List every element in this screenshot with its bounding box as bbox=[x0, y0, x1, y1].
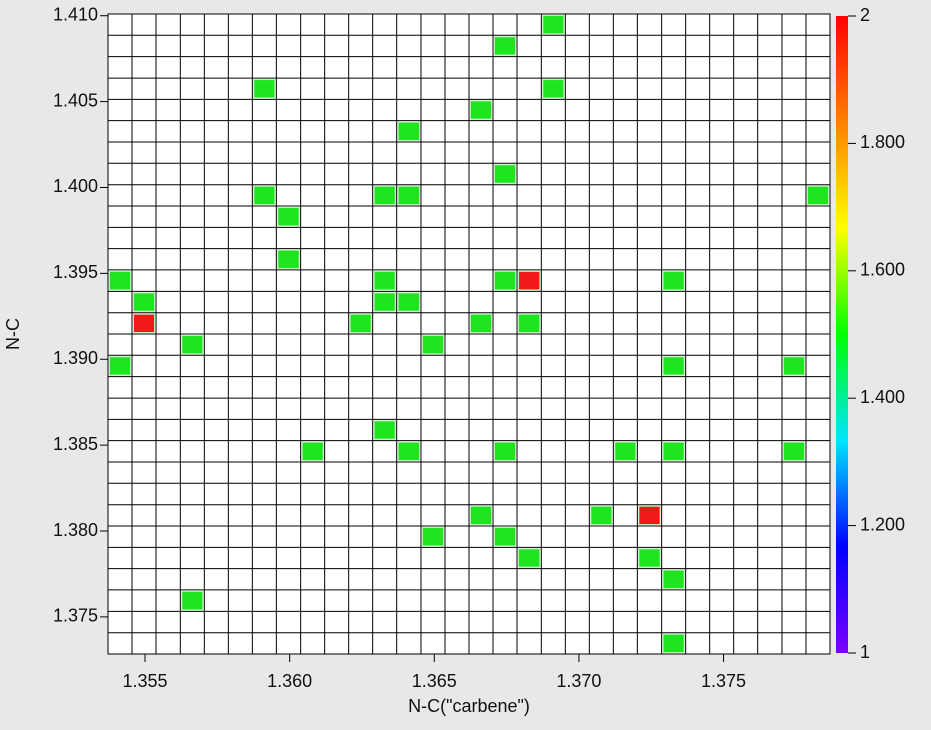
plot-frame bbox=[107, 13, 831, 655]
heatmap-cell bbox=[253, 185, 276, 206]
heatmap-cell bbox=[181, 590, 204, 611]
heatmap-cell bbox=[494, 36, 517, 56]
heatmap-cell bbox=[638, 505, 661, 526]
heatmap-cell bbox=[542, 15, 565, 35]
x-tick-label: 1.370 bbox=[556, 671, 601, 691]
heatmap-cell bbox=[518, 270, 541, 291]
y-tick-label: 1.380 bbox=[53, 520, 98, 540]
heatmap-cell bbox=[373, 420, 396, 440]
heatmap-cell bbox=[614, 441, 637, 461]
heatmap-cell bbox=[109, 270, 132, 291]
heatmap-cell bbox=[397, 185, 420, 206]
heatmap-cell bbox=[470, 100, 493, 120]
heatmap-cell bbox=[133, 313, 156, 333]
heatmap-cell bbox=[470, 313, 493, 333]
heatmap-cell bbox=[494, 527, 517, 547]
heatmap-cell bbox=[662, 633, 685, 654]
heatmap-cell bbox=[373, 270, 396, 291]
heatmap-cell bbox=[662, 569, 685, 589]
y-tick-label: 1.410 bbox=[53, 4, 98, 24]
heatmap-cell bbox=[494, 164, 517, 184]
y-tick-label: 1.375 bbox=[53, 606, 98, 626]
colorbar-tick-label: 2 bbox=[860, 5, 870, 25]
heatmap-cell bbox=[470, 505, 493, 526]
y-tick-label: 1.390 bbox=[53, 348, 98, 368]
heatmap-cell bbox=[373, 185, 396, 206]
colorbar bbox=[836, 16, 848, 653]
heatmap-cell bbox=[494, 441, 517, 461]
heatmap-cell bbox=[397, 441, 420, 461]
colorbar-tick-label: 1.400 bbox=[860, 387, 905, 407]
y-tick-label: 1.395 bbox=[53, 262, 98, 282]
heatmap-cell bbox=[590, 505, 613, 526]
heatmap-cell bbox=[421, 335, 444, 355]
heatmap-cell bbox=[806, 185, 830, 206]
colorbar-tick-label: 1.200 bbox=[860, 514, 905, 534]
heatmap-cell bbox=[349, 313, 372, 333]
heatmap-cell bbox=[518, 548, 541, 568]
x-tick-label: 1.355 bbox=[123, 671, 168, 691]
colorbar-tick-label: 1.800 bbox=[860, 132, 905, 152]
y-axis-label: N-C bbox=[3, 318, 23, 350]
heatmap-cell bbox=[109, 356, 132, 376]
heatmap-cell bbox=[301, 441, 324, 461]
x-tick-label: 1.360 bbox=[267, 671, 312, 691]
heatmap-cell bbox=[133, 292, 156, 312]
x-tick-label: 1.375 bbox=[701, 671, 746, 691]
heatmap-cell bbox=[782, 356, 805, 376]
heatmap-cell bbox=[782, 441, 805, 461]
y-tick-label: 1.400 bbox=[53, 176, 98, 196]
colorbar-tick-label: 1 bbox=[860, 642, 870, 662]
y-tick-label: 1.405 bbox=[53, 90, 98, 110]
heatmap-cell bbox=[253, 79, 276, 99]
heatmap-cell bbox=[662, 356, 685, 376]
heatmap-cell bbox=[397, 121, 420, 141]
heatmap-cell bbox=[662, 270, 685, 291]
heatmap-cell bbox=[421, 527, 444, 547]
heatmap-cell bbox=[638, 548, 661, 568]
heatmap-cell bbox=[397, 292, 420, 312]
x-tick-label: 1.365 bbox=[412, 671, 457, 691]
y-tick-label: 1.385 bbox=[53, 434, 98, 454]
heatmap-cell bbox=[277, 249, 300, 269]
heatmap-cell bbox=[542, 79, 565, 99]
heatmap-cell bbox=[494, 270, 517, 291]
heatmap-cell bbox=[277, 207, 300, 227]
heatmap-cell bbox=[181, 335, 204, 355]
colorbar-tick-label: 1.600 bbox=[860, 260, 905, 280]
x-axis-label: N-C("carbene") bbox=[408, 696, 530, 716]
heatmap-cell bbox=[662, 441, 685, 461]
heatmap-cell bbox=[373, 292, 396, 312]
heatmap-cell bbox=[518, 313, 541, 333]
